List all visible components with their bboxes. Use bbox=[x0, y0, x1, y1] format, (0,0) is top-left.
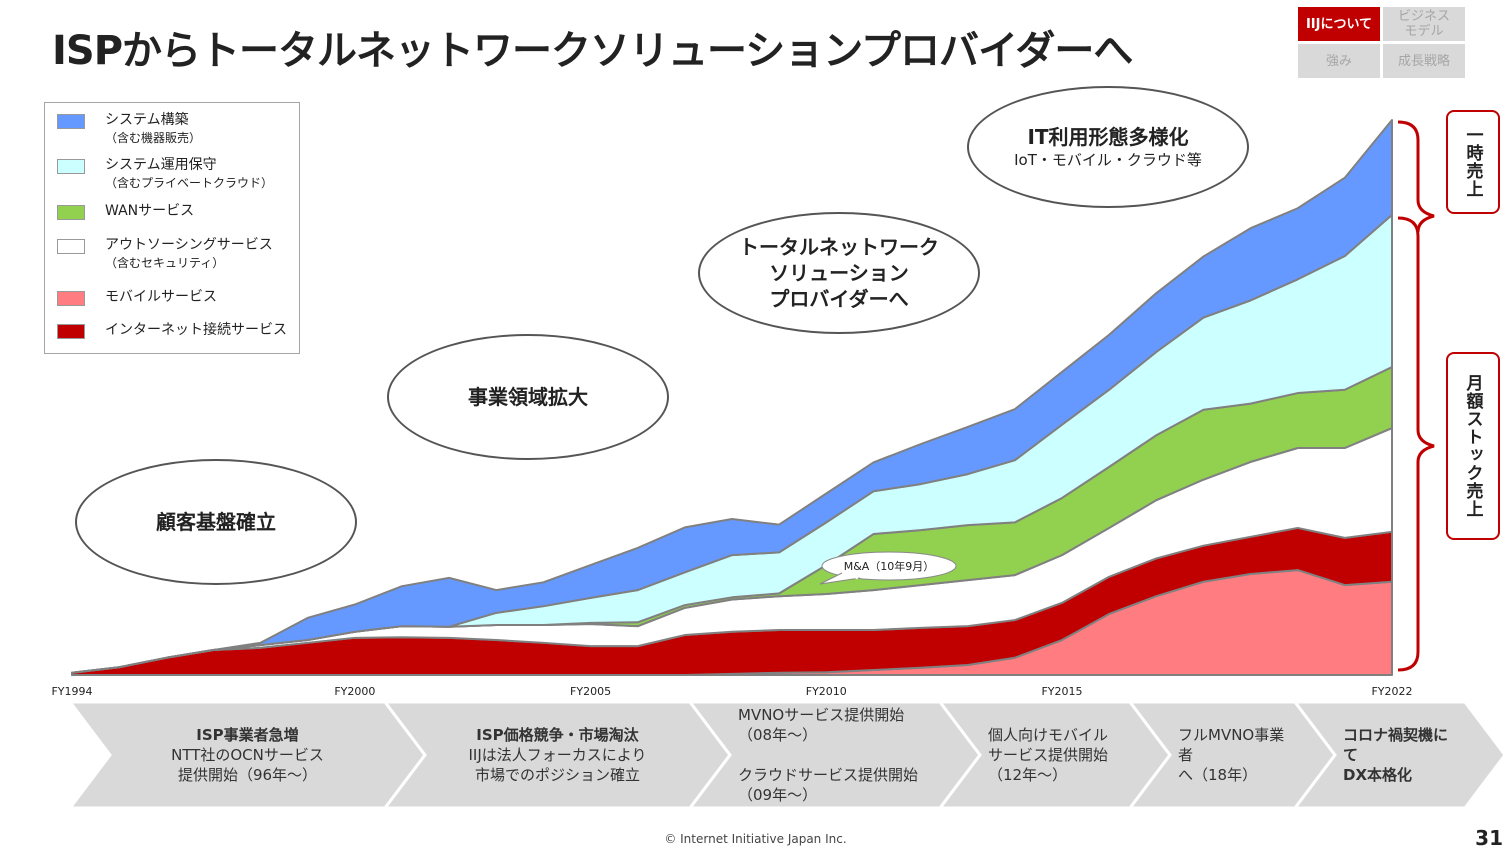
timeline-step-2: ISP価格競争・市場淘汰 IIJは法人フォーカスにより 市場でのポジション確立 bbox=[385, 702, 730, 808]
legend-label: WANサービス bbox=[105, 203, 195, 219]
section-nav: IIJについて ビジネス モデル 強み 成長戦略 bbox=[1298, 7, 1466, 78]
legend-swatch bbox=[57, 324, 85, 339]
timeline-heading: ISP事業者急増 bbox=[196, 726, 299, 744]
timeline-step-6: コロナ禍契機にて DX本格化 bbox=[1295, 702, 1505, 808]
recurring-revenue-box: 月額ストック売上 bbox=[1446, 352, 1500, 540]
timeline-text: NTT社のOCNサービス 提供開始（96年～） bbox=[171, 746, 324, 784]
ellipse-text: 顧客基盤確立 bbox=[156, 510, 276, 534]
timeline-text: フルMVNO事業者 へ（18年） bbox=[1178, 726, 1285, 784]
legend-swatch bbox=[57, 159, 85, 174]
legend-label: モバイルサービス bbox=[105, 289, 217, 305]
timeline-heading: コロナ禍契機にて DX本格化 bbox=[1343, 726, 1449, 784]
legend-label: インターネット接続サービス bbox=[105, 322, 287, 338]
x-tick-label: FY2010 bbox=[805, 685, 847, 698]
bracket-one-time bbox=[1397, 120, 1435, 233]
ellipse-text: 事業領域拡大 bbox=[468, 385, 588, 409]
legend-sublabel: （含む機器販売） bbox=[105, 131, 202, 145]
legend-item-mobile: モバイルサービス bbox=[57, 288, 217, 307]
page-title: ISPからトータルネットワークソリューションプロバイダーへ bbox=[52, 28, 1133, 74]
legend-sublabel: （含むプライベートクラウド） bbox=[105, 176, 274, 190]
area-series-5 bbox=[71, 119, 1393, 674]
ellipse-business-expansion: 事業領域拡大 bbox=[387, 334, 669, 460]
x-tick-label: FY2015 bbox=[1041, 685, 1083, 698]
nav-growth-strategy[interactable]: 成長戦略 bbox=[1383, 44, 1465, 78]
timeline-step-3: MVNOサービス提供開始 （08年～） クラウドサービス提供開始 （09年～） bbox=[690, 702, 980, 808]
timeline-step-5: フルMVNO事業者 へ（18年） bbox=[1130, 702, 1335, 808]
one-time-revenue-label: 一時売上 bbox=[1462, 126, 1483, 198]
copyright: © Internet Initiative Japan Inc. bbox=[664, 832, 847, 846]
ellipse-text: トータルネットワーク ソリューション プロバイダーへ bbox=[739, 235, 939, 311]
ellipse-subtitle: IoT・モバイル・クラウド等 bbox=[1014, 151, 1202, 169]
bracket-recurring bbox=[1397, 216, 1435, 672]
timeline-step-1: ISP事業者急増 NTT社のOCNサービス 提供開始（96年～） bbox=[70, 702, 425, 808]
nav-business-model[interactable]: ビジネス モデル bbox=[1383, 7, 1465, 41]
legend-label: システム構築 bbox=[105, 112, 189, 128]
timeline-heading: ISP価格競争・市場淘汰 bbox=[476, 726, 639, 744]
ma-callout: M&A（10年9月） bbox=[819, 551, 957, 585]
x-tick-label: FY2000 bbox=[334, 685, 376, 698]
nav-strengths[interactable]: 強み bbox=[1298, 44, 1380, 78]
ma-callout-text: M&A（10年9月） bbox=[844, 559, 935, 573]
timeline-step-4: 個人向けモバイル サービス提供開始 （12年～） bbox=[940, 702, 1170, 808]
ellipse-customer-base: 顧客基盤確立 bbox=[75, 459, 357, 585]
ellipse-title: IT利用形態多様化 bbox=[1027, 125, 1189, 149]
nav-about-iij[interactable]: IIJについて bbox=[1298, 7, 1380, 41]
ellipse-it-diversification: IT利用形態多様化 IoT・モバイル・クラウド等 bbox=[967, 86, 1249, 208]
legend-swatch bbox=[57, 205, 85, 220]
legend-item-outsourcing: アウトソーシングサービス （含むセキュリティ） bbox=[57, 236, 273, 271]
legend-label: アウトソーシングサービス bbox=[105, 237, 273, 253]
page-number: 31 bbox=[1475, 826, 1503, 850]
x-tick-label: FY1994 bbox=[51, 685, 93, 698]
one-time-revenue-box: 一時売上 bbox=[1446, 110, 1500, 214]
legend-sublabel: （含むセキュリティ） bbox=[105, 256, 225, 270]
timeline-text: IIJは法人フォーカスにより 市場でのポジション確立 bbox=[468, 746, 647, 784]
legend-item-system-ops: システム運用保守 （含むプライベートクラウド） bbox=[57, 156, 273, 191]
chart-legend: システム構築 （含む機器販売） システム運用保守 （含むプライベートクラウド） WA… bbox=[44, 102, 300, 354]
legend-swatch bbox=[57, 291, 85, 306]
ellipse-total-network: トータルネットワーク ソリューション プロバイダーへ bbox=[698, 212, 980, 334]
recurring-revenue-label: 月額ストック売上 bbox=[1462, 374, 1483, 518]
timeline-text: MVNOサービス提供開始 （08年～） クラウドサービス提供開始 （09年～） bbox=[738, 706, 919, 804]
timeline-text: 個人向けモバイル サービス提供開始 （12年～） bbox=[988, 726, 1109, 784]
legend-label: システム運用保守 bbox=[105, 157, 217, 173]
legend-swatch bbox=[57, 239, 85, 254]
x-tick-label: FY2005 bbox=[570, 685, 612, 698]
legend-item-wan: WANサービス bbox=[57, 202, 194, 221]
legend-item-system-build: システム構築 （含む機器販売） bbox=[57, 111, 201, 146]
legend-swatch bbox=[57, 114, 85, 129]
legend-item-internet: インターネット接続サービス bbox=[57, 321, 287, 340]
x-tick-label: FY2022 bbox=[1371, 685, 1413, 698]
